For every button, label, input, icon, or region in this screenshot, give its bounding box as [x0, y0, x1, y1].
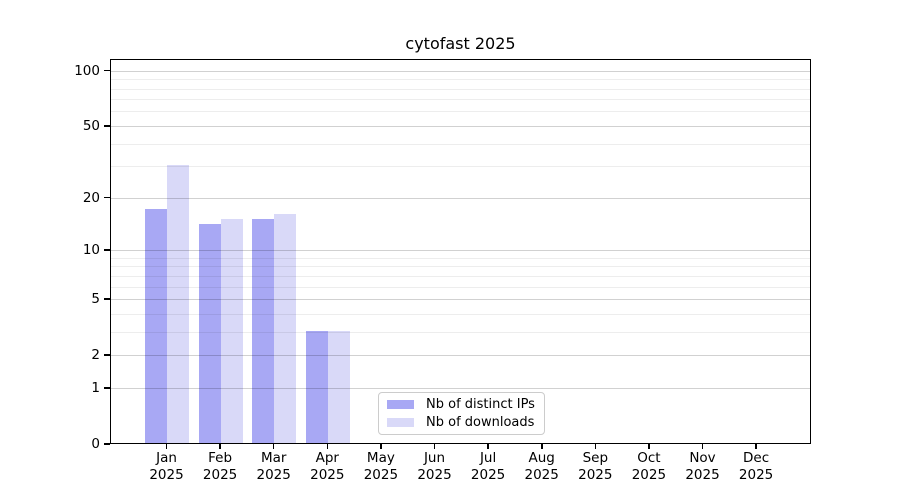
legend-label-distinct-ips: Nb of distinct IPs — [426, 397, 535, 412]
bar-downloads-jan — [167, 165, 189, 443]
gridline-20 — [111, 197, 810, 199]
xtick-label-month-aug: Aug — [528, 450, 555, 466]
gridline-50 — [111, 125, 810, 127]
xtick-mark-jul — [487, 444, 489, 449]
ytick-label-0: 0 — [91, 436, 100, 452]
xtick-label-year-aug: 2025 — [524, 467, 559, 483]
gridline-30 — [111, 166, 810, 168]
ytick-label-2: 2 — [91, 347, 100, 364]
xtick-label-month-oct: Oct — [637, 450, 661, 466]
ytick-mark-1 — [104, 387, 110, 389]
xtick-label-year-mar: 2025 — [256, 467, 291, 483]
xtick-label-year-oct: 2025 — [631, 467, 667, 483]
legend: Nb of distinct IPs Nb of downloads — [378, 392, 545, 435]
legend-label-downloads: Nb of downloads — [426, 415, 535, 430]
ytick-label-5: 5 — [91, 291, 100, 307]
gridline-60 — [111, 111, 810, 113]
xtick-label-year-sep: 2025 — [578, 467, 613, 483]
xtick-mark-jan — [165, 444, 168, 449]
xtick-label-year-dec: 2025 — [738, 467, 774, 483]
bar-downloads-feb — [220, 218, 243, 443]
xtick-label-year-may: 2025 — [363, 467, 399, 483]
xtick-mark-oct — [648, 444, 650, 449]
ytick-label-1: 1 — [91, 379, 100, 396]
ytick-label-10: 10 — [82, 242, 100, 258]
xtick-label-month-nov: Nov — [689, 450, 716, 466]
gridline-80 — [111, 88, 810, 90]
bar-downloads-mar — [274, 213, 297, 443]
xtick-mark-apr — [326, 444, 329, 449]
ytick-mark-2 — [104, 354, 110, 356]
xtick-label-month-sep: Sep — [582, 450, 609, 466]
xtick-label-month-apr: Apr — [315, 450, 339, 466]
xtick-mark-dec — [755, 444, 757, 449]
ytick-label-20: 20 — [82, 189, 100, 206]
ytick-mark-20 — [104, 196, 110, 199]
xtick-mark-may — [380, 444, 382, 449]
ytick-mark-50 — [104, 125, 110, 127]
legend-swatch-downloads — [387, 418, 414, 427]
xtick-label-month-jun: Jun — [423, 450, 446, 466]
xtick-label-year-feb: 2025 — [202, 467, 238, 483]
ytick-mark-0 — [104, 443, 110, 445]
bar-distinct-ips-jan — [145, 209, 167, 443]
gridline-40 — [111, 143, 810, 145]
gridline-100 — [111, 70, 810, 72]
xtick-label-month-mar: Mar — [260, 450, 287, 466]
bar-distinct-ips-apr — [305, 330, 328, 443]
xtick-mark-feb — [219, 444, 221, 449]
ytick-label-50: 50 — [82, 117, 100, 134]
ytick-mark-10 — [104, 249, 110, 251]
xtick-label-year-nov: 2025 — [685, 467, 720, 483]
bar-distinct-ips-mar — [252, 218, 275, 443]
xtick-mark-aug — [541, 444, 543, 449]
xtick-label-year-jul: 2025 — [470, 467, 506, 483]
xtick-label-year-apr: 2025 — [310, 467, 345, 483]
gridline-90 — [111, 79, 810, 81]
xtick-label-month-dec: Dec — [743, 450, 770, 466]
xtick-label-month-jul: Jul — [479, 450, 497, 466]
legend-entry-distinct-ips: Nb of distinct IPs — [387, 397, 536, 412]
gridline-70 — [111, 99, 810, 101]
xtick-mark-sep — [594, 444, 596, 449]
chart-title: cytofast 2025 — [405, 34, 516, 53]
ytick-mark-5 — [104, 298, 110, 300]
xtick-label-month-feb: Feb — [208, 450, 233, 466]
xtick-mark-jun — [433, 444, 436, 449]
xtick-label-month-may: May — [366, 450, 395, 466]
ytick-mark-100 — [104, 69, 110, 72]
xtick-mark-nov — [701, 444, 704, 449]
plot-area — [110, 59, 811, 444]
bar-distinct-ips-feb — [198, 223, 221, 443]
xtick-label-month-jan: Jan — [156, 450, 177, 466]
xtick-mark-mar — [272, 444, 275, 449]
bar-downloads-apr — [327, 330, 350, 443]
xtick-label-year-jun: 2025 — [417, 467, 452, 483]
ytick-label-100: 100 — [74, 62, 100, 79]
legend-swatch-distinct-ips — [387, 400, 414, 409]
legend-entry-downloads: Nb of downloads — [387, 415, 536, 430]
xtick-label-year-jan: 2025 — [149, 467, 184, 483]
